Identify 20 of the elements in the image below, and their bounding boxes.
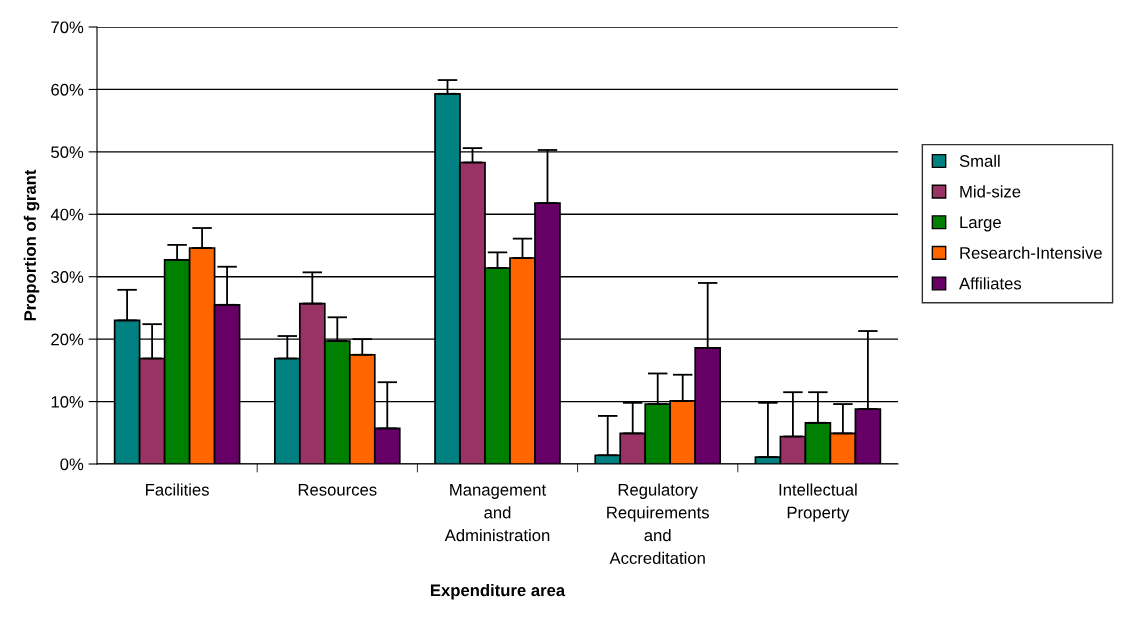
legend-label: Mid-size <box>960 185 1021 198</box>
x-tick-label: Management and Administration <box>444 484 550 542</box>
y-tick-label: 30% <box>51 271 84 283</box>
y-tick-label: 10% <box>51 395 84 408</box>
y-tick-label: 50% <box>51 146 84 159</box>
x-tick-label: Regulatory Requirements and Accreditation <box>607 483 709 565</box>
x-tick-label: Resources <box>298 484 377 496</box>
legend-label: Affiliates <box>959 277 1022 290</box>
x-axis-title: Expenditure area <box>431 584 566 600</box>
legend-label: Large <box>960 216 1001 232</box>
y-tick-label: 0% <box>60 458 84 471</box>
y-tick-label: 70% <box>51 21 84 34</box>
y-axis-title: Proportion of grant <box>23 169 40 321</box>
y-tick-label: 60% <box>51 83 84 96</box>
legend-label: Small <box>959 154 1000 167</box>
y-tick-label: 40% <box>50 208 84 221</box>
x-tick-label: Facilities <box>146 483 209 496</box>
legend-label: Research-Intensive <box>960 246 1102 259</box>
x-tick-label: Intellectual Property <box>779 483 857 522</box>
y-tick-label: 20% <box>51 333 84 346</box>
